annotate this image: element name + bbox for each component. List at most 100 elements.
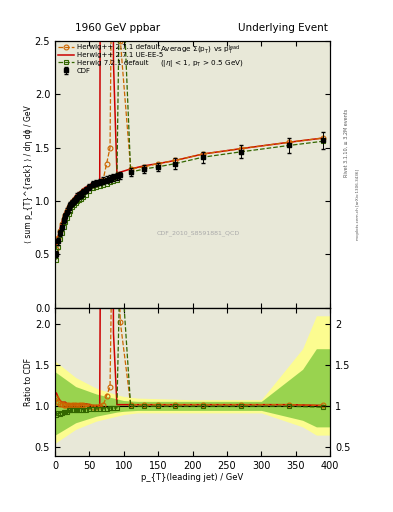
Herwig 7.2.1 default (239, 149, 243, 155)
Herwig++ 2.7.1 UE-EE-5 (68, 200, 73, 206)
Herwig++ 2.7.1 default (66, 204, 71, 210)
Herwig++ 2.7.1 default (173, 157, 178, 163)
Herwig++ 2.7.1 default (58, 228, 62, 234)
Line: Herwig++ 2.7.1 default: Herwig++ 2.7.1 default (54, 0, 326, 251)
Herwig++ 2.7.1 default (90, 182, 95, 188)
Herwig 7.2.1 default (56, 244, 61, 250)
Herwig 7.2.1 default (101, 182, 106, 188)
Herwig++ 2.7.1 UE-EE-5 (65, 205, 70, 211)
Herwig++ 2.7.1 UE-EE-5 (156, 161, 161, 167)
Y-axis label: Ratio to CDF: Ratio to CDF (24, 357, 33, 406)
Herwig++ 2.7.1 UE-EE-5 (84, 184, 88, 190)
Herwig++ 2.7.1 UE-EE-5 (66, 202, 71, 208)
Herwig 7.2.1 default (65, 215, 70, 221)
Herwig 7.2.1 default (200, 154, 205, 160)
Herwig++ 2.7.1 default (56, 235, 61, 241)
Herwig++ 2.7.1 UE-EE-5 (90, 180, 95, 186)
Line: Herwig 7.2.1 default: Herwig 7.2.1 default (54, 0, 326, 262)
Herwig++ 2.7.1 default (60, 221, 64, 227)
Herwig++ 2.7.1 UE-EE-5 (286, 139, 291, 145)
Herwig++ 2.7.1 default (101, 177, 106, 183)
Herwig++ 2.7.1 UE-EE-5 (58, 224, 62, 230)
Herwig 7.2.1 default (73, 200, 78, 206)
Herwig 7.2.1 default (286, 142, 291, 148)
Herwig++ 2.7.1 default (104, 161, 109, 167)
Herwig++ 2.7.1 default (97, 179, 102, 185)
Herwig 7.2.1 default (87, 188, 92, 195)
Herwig++ 2.7.1 default (79, 190, 83, 197)
Herwig++ 2.7.1 default (75, 194, 80, 200)
Herwig 7.2.1 default (60, 230, 64, 236)
Herwig 7.2.1 default (63, 219, 68, 225)
Herwig 7.2.1 default (108, 179, 112, 185)
Text: Average $\Sigma$(p$_\mathregular{T}$) vs p$_\mathregular{T}^\mathregular{lead}$
: Average $\Sigma$(p$_\mathregular{T}$) vs… (160, 44, 244, 69)
Herwig++ 2.7.1 UE-EE-5 (111, 59, 116, 66)
Herwig++ 2.7.1 UE-EE-5 (94, 179, 99, 185)
Y-axis label: ⟨ sum p_{T}^{rack} ⟩ / dη dϕ / GeV: ⟨ sum p_{T}^{rack} ⟩ / dη dϕ / GeV (24, 105, 33, 243)
Herwig 7.2.1 default (66, 210, 71, 217)
Herwig 7.2.1 default (70, 204, 75, 210)
Herwig++ 2.7.1 default (80, 188, 85, 195)
X-axis label: p_{T}(leading jet) / GeV: p_{T}(leading jet) / GeV (141, 473, 244, 482)
Herwig++ 2.7.1 UE-EE-5 (54, 243, 59, 249)
Herwig++ 2.7.1 UE-EE-5 (60, 219, 64, 225)
Herwig++ 2.7.1 default (70, 199, 75, 205)
Herwig++ 2.7.1 UE-EE-5 (79, 188, 83, 195)
Herwig++ 2.7.1 UE-EE-5 (115, 170, 119, 176)
Herwig 7.2.1 default (115, 177, 119, 183)
Herwig++ 2.7.1 default (108, 144, 112, 151)
Text: CDF_2010_S8591881_QCD: CDF_2010_S8591881_QCD (156, 230, 240, 236)
Herwig++ 2.7.1 default (65, 207, 70, 214)
Herwig++ 2.7.1 UE-EE-5 (97, 178, 102, 184)
Herwig++ 2.7.1 UE-EE-5 (200, 151, 205, 157)
Herwig 7.2.1 default (156, 164, 161, 170)
Line: Herwig++ 2.7.1 UE-EE-5: Herwig++ 2.7.1 UE-EE-5 (57, 0, 323, 246)
Herwig 7.2.1 default (68, 207, 73, 214)
Herwig 7.2.1 default (79, 196, 83, 202)
Herwig++ 2.7.1 UE-EE-5 (321, 135, 326, 141)
Herwig++ 2.7.1 UE-EE-5 (56, 232, 61, 238)
Herwig++ 2.7.1 UE-EE-5 (129, 166, 133, 172)
Text: Rivet 3.1.10, ≥ 3.2M events: Rivet 3.1.10, ≥ 3.2M events (344, 109, 349, 178)
Herwig++ 2.7.1 default (118, 38, 123, 44)
Text: 1960 GeV ppbar: 1960 GeV ppbar (75, 23, 160, 33)
Herwig++ 2.7.1 default (156, 161, 161, 167)
Herwig++ 2.7.1 default (142, 164, 147, 170)
Herwig 7.2.1 default (61, 223, 66, 229)
Legend: Herwig++ 2.7.1 default, Herwig++ 2.7.1 UE-EE-5, Herwig 7.2.1 default, CDF: Herwig++ 2.7.1 default, Herwig++ 2.7.1 U… (57, 43, 164, 75)
Herwig++ 2.7.1 default (87, 184, 92, 190)
Herwig 7.2.1 default (321, 138, 326, 144)
Herwig++ 2.7.1 default (321, 135, 326, 141)
Herwig++ 2.7.1 default (129, 166, 133, 172)
Herwig++ 2.7.1 UE-EE-5 (118, 169, 123, 175)
Herwig 7.2.1 default (173, 161, 178, 167)
Herwig++ 2.7.1 UE-EE-5 (173, 157, 178, 163)
Herwig++ 2.7.1 UE-EE-5 (80, 186, 85, 193)
Herwig++ 2.7.1 default (239, 145, 243, 152)
Herwig++ 2.7.1 UE-EE-5 (70, 197, 75, 203)
Herwig 7.2.1 default (97, 183, 102, 189)
Herwig++ 2.7.1 UE-EE-5 (73, 193, 78, 199)
Herwig 7.2.1 default (94, 184, 99, 190)
Herwig++ 2.7.1 UE-EE-5 (77, 189, 81, 196)
Text: Underlying Event: Underlying Event (238, 23, 328, 33)
Herwig++ 2.7.1 default (94, 181, 99, 187)
Herwig 7.2.1 default (75, 198, 80, 204)
Herwig++ 2.7.1 UE-EE-5 (75, 190, 80, 197)
Herwig++ 2.7.1 UE-EE-5 (72, 195, 76, 201)
Herwig 7.2.1 default (142, 166, 147, 172)
Herwig++ 2.7.1 default (63, 212, 68, 218)
Herwig++ 2.7.1 default (54, 246, 59, 252)
Herwig 7.2.1 default (90, 185, 95, 191)
Herwig++ 2.7.1 UE-EE-5 (63, 208, 68, 215)
Herwig 7.2.1 default (72, 202, 76, 208)
Text: mcplots.cern.ch [arXiv:1306.3436]: mcplots.cern.ch [arXiv:1306.3436] (356, 169, 360, 240)
Herwig++ 2.7.1 default (72, 197, 76, 203)
Herwig++ 2.7.1 UE-EE-5 (87, 182, 92, 188)
Herwig 7.2.1 default (111, 178, 116, 184)
Herwig++ 2.7.1 default (73, 195, 78, 201)
Herwig++ 2.7.1 default (68, 202, 73, 208)
Herwig++ 2.7.1 default (84, 187, 88, 194)
Herwig 7.2.1 default (77, 197, 81, 203)
Herwig++ 2.7.1 default (61, 216, 66, 222)
